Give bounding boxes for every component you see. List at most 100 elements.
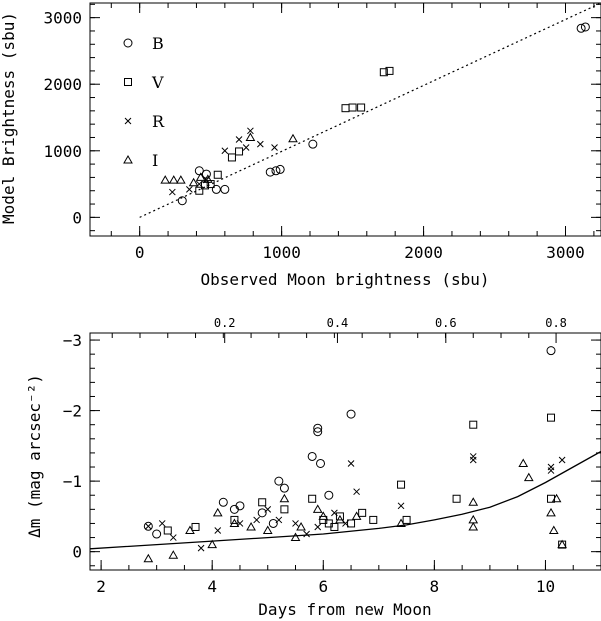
data-point-i bbox=[351, 511, 362, 520]
data-point-b bbox=[346, 409, 356, 419]
data-point-v bbox=[341, 104, 350, 113]
y-tick-label: 2000 bbox=[43, 75, 82, 94]
model-curve bbox=[89, 450, 601, 550]
data-point-b bbox=[152, 529, 162, 539]
data-point-v bbox=[230, 515, 239, 524]
data-point-i bbox=[468, 521, 479, 531]
legend-marker-i bbox=[123, 154, 133, 164]
data-point-b bbox=[235, 501, 245, 511]
data-point-r bbox=[186, 186, 193, 193]
data-point-r bbox=[271, 144, 278, 151]
data-point-r bbox=[353, 488, 360, 496]
legend-marker-r bbox=[124, 117, 132, 125]
data-point-r bbox=[347, 460, 355, 467]
data-point-v bbox=[379, 68, 388, 77]
data-point-v bbox=[280, 505, 289, 514]
y-tick-label: 1000 bbox=[43, 142, 82, 161]
data-point-b bbox=[220, 184, 230, 194]
data-point-b bbox=[177, 196, 187, 206]
xaxis-title-bottom: Days from new Moon bbox=[258, 600, 431, 619]
data-point-v bbox=[369, 515, 378, 524]
data-point-b bbox=[271, 166, 281, 176]
data-point-r bbox=[292, 520, 299, 527]
data-point-v bbox=[191, 522, 200, 531]
data-point-r bbox=[221, 147, 229, 155]
data-point-i bbox=[518, 458, 529, 467]
y-tick-label: 0 bbox=[72, 543, 82, 562]
data-point-b bbox=[218, 497, 228, 507]
data-point-i bbox=[207, 539, 218, 549]
top-tick-label: 0.6 bbox=[435, 316, 457, 330]
data-point-b bbox=[307, 451, 317, 461]
data-point-v bbox=[347, 519, 356, 528]
data-point-i bbox=[523, 472, 534, 482]
data-point-r bbox=[169, 534, 177, 541]
data-point-i bbox=[160, 175, 171, 184]
data-point-i bbox=[212, 507, 223, 517]
data-point-i bbox=[288, 133, 298, 143]
data-point-r bbox=[242, 144, 250, 151]
data-point-v bbox=[308, 494, 317, 503]
data-point-i bbox=[296, 521, 306, 531]
data-point-r bbox=[264, 505, 272, 513]
data-point-v bbox=[195, 186, 204, 195]
data-point-b bbox=[275, 164, 285, 174]
data-point-i bbox=[229, 518, 240, 527]
data-point-v bbox=[397, 480, 406, 489]
top-tick-label: 0.8 bbox=[545, 316, 567, 330]
data-point-b bbox=[143, 521, 153, 531]
x-tick-label: 6 bbox=[318, 577, 328, 596]
data-point-i bbox=[318, 511, 329, 520]
yaxis-title-bottom: Δm (mag arcsec⁻²) bbox=[25, 374, 44, 538]
data-point-r bbox=[144, 522, 152, 530]
legend-label-b: B bbox=[152, 34, 164, 53]
data-point-i bbox=[279, 493, 290, 503]
legend-marker-b bbox=[123, 38, 133, 48]
data-point-i bbox=[468, 497, 479, 506]
data-point-b bbox=[194, 166, 204, 176]
data-point-v bbox=[358, 508, 367, 517]
data-point-v bbox=[402, 515, 411, 524]
data-point-v bbox=[258, 498, 267, 507]
data-point-b bbox=[313, 423, 323, 433]
data-point-r bbox=[275, 516, 283, 524]
delta-m-panel: Days from new Moon Δm (mag arcsec⁻²) 2 4 6… bbox=[25, 316, 601, 619]
data-point-v bbox=[213, 170, 222, 179]
data-point-i bbox=[396, 518, 406, 527]
y-tick-label: −2 bbox=[63, 402, 82, 421]
legend-marker-v bbox=[124, 78, 132, 86]
data-point-r bbox=[469, 456, 477, 464]
data-point-r bbox=[331, 509, 338, 517]
top-tick-label: 0.4 bbox=[327, 316, 349, 330]
data-point-v bbox=[452, 494, 461, 503]
data-point-r bbox=[558, 456, 566, 464]
data-point-b bbox=[265, 167, 275, 177]
data-point-r bbox=[158, 520, 166, 527]
x-tick-label: 10 bbox=[536, 577, 555, 596]
data-point-i bbox=[202, 174, 213, 183]
legend-label-i: I bbox=[152, 151, 158, 170]
x-tick-label: 4 bbox=[207, 577, 217, 596]
data-point-b bbox=[268, 518, 278, 528]
y-tick-label: −3 bbox=[63, 331, 82, 350]
data-point-v bbox=[163, 526, 172, 535]
data-point-b bbox=[279, 483, 289, 493]
data-point-i bbox=[557, 539, 567, 549]
data-point-r bbox=[253, 516, 260, 524]
data-point-v bbox=[227, 153, 236, 162]
data-point-r bbox=[168, 188, 176, 196]
x-tick-label: 0 bbox=[135, 243, 145, 262]
data-point-b bbox=[324, 490, 334, 500]
data-point-r bbox=[197, 544, 205, 552]
data-point-v bbox=[235, 147, 244, 156]
data-point-i bbox=[548, 525, 559, 534]
data-point-v bbox=[330, 522, 339, 531]
data-point-v bbox=[348, 103, 357, 112]
data-point-b bbox=[546, 346, 556, 356]
data-point-i bbox=[262, 525, 273, 534]
legend-label-v: V bbox=[151, 73, 164, 92]
data-point-v bbox=[335, 512, 344, 521]
plot-frame-bottom bbox=[89, 332, 601, 571]
x-tick-label: 2 bbox=[96, 577, 106, 596]
